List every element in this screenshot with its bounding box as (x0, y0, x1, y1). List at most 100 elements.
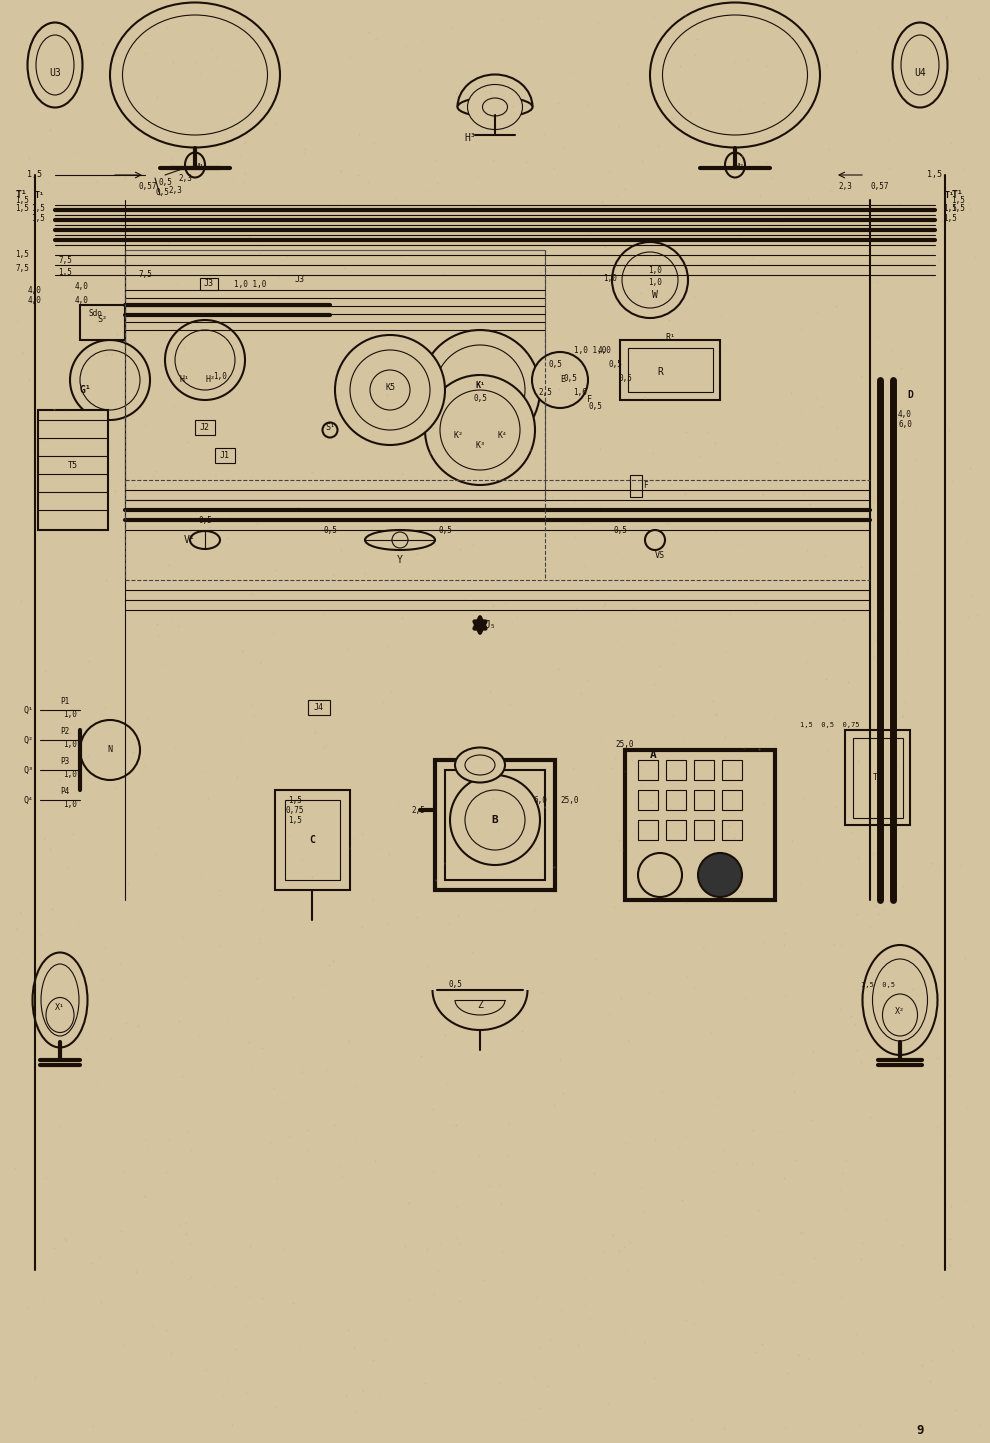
Circle shape (440, 390, 520, 470)
Bar (853, 737, 903, 818)
Text: X²: X² (895, 1007, 905, 1016)
Circle shape (638, 853, 682, 898)
Text: M¹: M¹ (195, 163, 205, 173)
Circle shape (622, 253, 678, 307)
Ellipse shape (893, 23, 947, 107)
Ellipse shape (41, 964, 79, 1036)
Text: 2,5: 2,5 (411, 805, 425, 814)
Bar (630, 475, 642, 496)
Bar (694, 760, 714, 781)
Bar (638, 789, 658, 810)
Text: W: W (652, 290, 658, 300)
Text: VS: VS (655, 550, 665, 560)
Bar (308, 700, 330, 714)
Text: 0,57: 0,57 (871, 182, 889, 190)
Text: T5: T5 (68, 460, 78, 469)
Text: Q⁴: Q⁴ (23, 795, 33, 805)
Ellipse shape (882, 994, 918, 1036)
Ellipse shape (457, 97, 533, 117)
Ellipse shape (482, 98, 508, 115)
Text: 4,0: 4,0 (75, 296, 89, 304)
Bar (638, 760, 658, 781)
Text: 0,5: 0,5 (448, 980, 462, 990)
Text: 4,0: 4,0 (898, 410, 912, 420)
Text: 1,0: 1,0 (213, 371, 227, 381)
Bar (125, 250, 545, 501)
Text: 1,5: 1,5 (58, 268, 72, 277)
Bar (625, 750, 775, 900)
Bar (215, 447, 235, 463)
Ellipse shape (123, 14, 267, 136)
Text: 2,3: 2,3 (168, 186, 182, 195)
Text: T¹: T¹ (952, 190, 964, 201)
Text: 1,0: 1,0 (648, 266, 662, 274)
Text: V¹: V¹ (184, 535, 196, 545)
Text: 4,0: 4,0 (28, 286, 42, 294)
Circle shape (382, 382, 398, 398)
Text: 1,0 1,0: 1,0 1,0 (234, 280, 266, 290)
Text: 1,5: 1,5 (928, 170, 942, 179)
Bar (722, 789, 742, 810)
Circle shape (612, 242, 688, 317)
Bar (200, 278, 218, 290)
Text: A: A (649, 750, 656, 760)
Text: 25,0: 25,0 (560, 795, 579, 805)
Text: 0,5: 0,5 (588, 401, 602, 410)
Bar (722, 820, 742, 840)
Text: K⁴: K⁴ (497, 430, 507, 440)
Text: 0,5: 0,5 (155, 188, 169, 196)
Circle shape (80, 720, 140, 781)
Text: U3: U3 (50, 68, 60, 78)
Text: 1,5: 1,5 (15, 195, 29, 205)
Text: 4,0: 4,0 (598, 345, 612, 355)
Text: 25,0: 25,0 (616, 740, 635, 749)
Text: 1,5: 1,5 (15, 251, 29, 260)
Text: 2,3: 2,3 (839, 182, 852, 190)
Text: 1,5: 1,5 (951, 195, 965, 205)
Text: 1,5  0,5: 1,5 0,5 (861, 983, 895, 988)
Text: J4: J4 (314, 703, 324, 711)
Text: 7,5: 7,5 (15, 264, 29, 273)
Text: D: D (907, 390, 913, 400)
Text: X¹: X¹ (55, 1003, 65, 1013)
Text: 0,5: 0,5 (548, 359, 562, 368)
Text: T¹: T¹ (35, 190, 45, 199)
Ellipse shape (725, 153, 745, 177)
Text: Y: Y (397, 556, 403, 566)
Bar (845, 730, 910, 825)
Text: 1,0: 1,0 (63, 799, 77, 808)
Ellipse shape (350, 351, 430, 430)
Ellipse shape (662, 14, 808, 136)
Text: 1,5: 1,5 (288, 815, 302, 824)
Text: H¹: H¹ (180, 375, 190, 384)
Text: 0,57: 0,57 (139, 182, 157, 190)
Text: P3: P3 (60, 758, 69, 766)
Text: T¹: T¹ (16, 190, 28, 201)
Text: 1,0: 1,0 (603, 274, 617, 283)
Text: J3: J3 (204, 280, 214, 289)
Text: T4: T4 (873, 773, 883, 782)
Bar (620, 341, 720, 400)
Circle shape (370, 369, 410, 410)
Text: 0,5: 0,5 (158, 179, 172, 188)
Text: 1,5: 1,5 (951, 203, 965, 212)
Ellipse shape (36, 35, 74, 95)
Text: 1,0 1,0: 1,0 1,0 (574, 345, 606, 355)
Text: 4,0: 4,0 (28, 296, 42, 304)
Text: 0,5: 0,5 (613, 525, 627, 534)
Text: 1,5: 1,5 (15, 203, 29, 212)
Text: C: C (309, 835, 315, 846)
Text: 1,5  0,5  0,75: 1,5 0,5 0,75 (800, 722, 859, 729)
Text: Q²: Q² (23, 736, 33, 745)
Text: P1: P1 (60, 697, 69, 707)
Ellipse shape (455, 747, 505, 782)
Ellipse shape (435, 345, 525, 434)
Text: 1,5: 1,5 (28, 170, 43, 179)
Text: Sdo: Sdo (88, 309, 102, 317)
Text: Q³: Q³ (23, 765, 33, 775)
Bar (38, 410, 108, 530)
Circle shape (392, 532, 408, 548)
Ellipse shape (862, 945, 938, 1055)
Ellipse shape (46, 997, 74, 1033)
Text: 0,75: 0,75 (286, 805, 304, 814)
